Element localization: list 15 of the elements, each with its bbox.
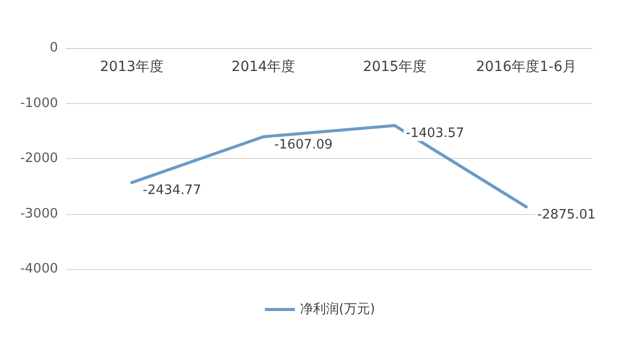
data-label: -1607.09 <box>274 137 333 152</box>
legend-label: 净利润(万元) <box>300 302 376 317</box>
data-label: -2434.77 <box>142 183 202 198</box>
x-tick-label: 2015年度 <box>362 59 427 75</box>
x-tick-label: 2014年度 <box>231 59 296 75</box>
data-label: -2875.01 <box>537 207 596 222</box>
y-tick-label: -3000 <box>20 206 58 222</box>
y-tick-label: -4000 <box>20 262 58 276</box>
x-tick-label: 2013年度 <box>100 59 164 75</box>
x-tick-label: 2016年度1-6月 <box>476 59 576 75</box>
y-tick-label: -2000 <box>20 151 58 166</box>
y-tick-label: 0 <box>50 40 58 56</box>
data-label: -1403.57 <box>406 126 464 142</box>
y-tick-label: -1000 <box>20 96 58 111</box>
line-series <box>130 124 528 208</box>
